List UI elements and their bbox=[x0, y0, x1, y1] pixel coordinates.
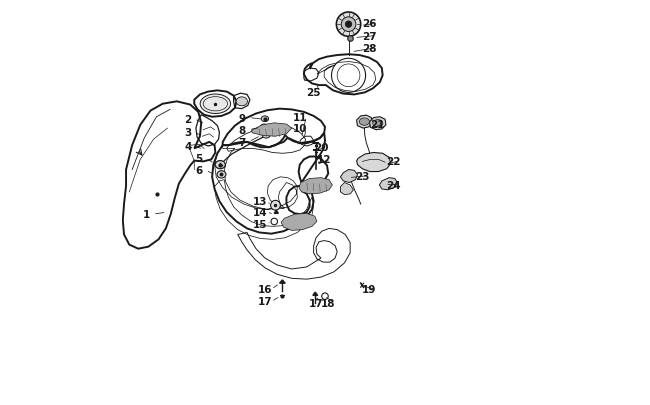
Ellipse shape bbox=[359, 119, 369, 126]
Text: 20: 20 bbox=[314, 143, 328, 153]
Text: 1: 1 bbox=[143, 210, 150, 220]
Polygon shape bbox=[357, 116, 372, 129]
Text: 18: 18 bbox=[321, 298, 335, 308]
Text: 25: 25 bbox=[306, 88, 321, 98]
Polygon shape bbox=[274, 211, 278, 214]
Ellipse shape bbox=[372, 120, 383, 128]
Polygon shape bbox=[280, 280, 285, 284]
Circle shape bbox=[270, 201, 280, 211]
Text: 6: 6 bbox=[196, 166, 203, 176]
Text: 10: 10 bbox=[292, 124, 307, 134]
Text: 23: 23 bbox=[355, 171, 370, 181]
Text: 22: 22 bbox=[386, 156, 400, 166]
Polygon shape bbox=[251, 124, 292, 137]
Polygon shape bbox=[370, 117, 386, 130]
Ellipse shape bbox=[261, 117, 268, 122]
Polygon shape bbox=[341, 183, 354, 195]
Text: 3: 3 bbox=[184, 128, 191, 138]
Text: 17: 17 bbox=[309, 298, 324, 308]
Polygon shape bbox=[380, 178, 397, 190]
Text: 14: 14 bbox=[253, 208, 267, 217]
Text: 8: 8 bbox=[239, 126, 246, 135]
Text: 17: 17 bbox=[257, 297, 272, 307]
Text: 15: 15 bbox=[253, 220, 267, 230]
Text: 2: 2 bbox=[184, 115, 191, 124]
Polygon shape bbox=[341, 170, 358, 183]
Circle shape bbox=[336, 13, 361, 37]
Text: 5: 5 bbox=[196, 154, 203, 164]
Text: 11: 11 bbox=[292, 113, 307, 122]
Text: 16: 16 bbox=[257, 285, 272, 294]
Ellipse shape bbox=[217, 171, 226, 179]
Ellipse shape bbox=[215, 161, 226, 169]
Text: 12: 12 bbox=[317, 155, 332, 165]
Circle shape bbox=[345, 22, 352, 28]
Ellipse shape bbox=[261, 125, 268, 130]
Text: 28: 28 bbox=[363, 44, 377, 53]
Text: 27: 27 bbox=[362, 32, 377, 41]
Text: 21: 21 bbox=[370, 120, 384, 130]
Ellipse shape bbox=[200, 95, 231, 114]
Polygon shape bbox=[357, 153, 391, 172]
Text: 9: 9 bbox=[239, 113, 246, 123]
Ellipse shape bbox=[236, 98, 248, 107]
Circle shape bbox=[341, 18, 356, 32]
Polygon shape bbox=[313, 292, 318, 296]
Text: 7: 7 bbox=[239, 138, 246, 147]
Polygon shape bbox=[299, 178, 332, 194]
Polygon shape bbox=[281, 214, 317, 231]
Ellipse shape bbox=[262, 132, 270, 139]
Text: 19: 19 bbox=[361, 285, 376, 294]
Text: 13: 13 bbox=[253, 197, 267, 207]
Text: 4: 4 bbox=[184, 142, 192, 151]
Text: 26: 26 bbox=[363, 19, 377, 29]
Text: 24: 24 bbox=[386, 181, 400, 190]
